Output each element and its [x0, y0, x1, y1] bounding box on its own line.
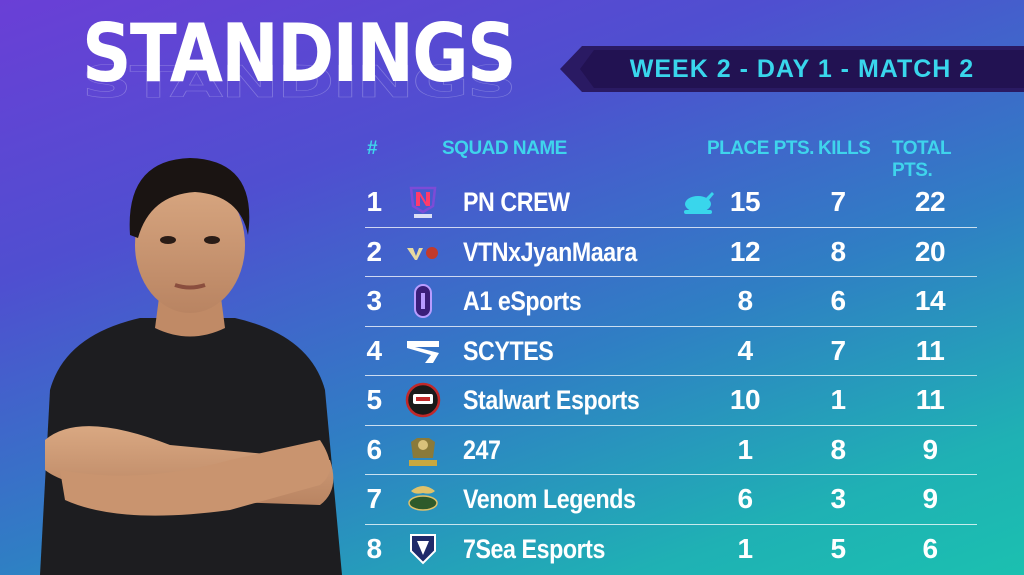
pn-crew-logo-icon — [409, 186, 437, 218]
table-row: 1 PN CREW 15 7 22 — [365, 178, 977, 228]
place-pts: 12 — [729, 235, 761, 267]
player-photo — [40, 158, 342, 575]
total-pts: 20 — [914, 235, 946, 267]
header-rank: # — [367, 138, 378, 159]
place-pts: 4 — [737, 334, 753, 366]
kills: 5 — [830, 532, 846, 564]
place-pts: 8 — [737, 285, 753, 316]
rank: 2 — [366, 235, 382, 267]
table-row: 4 SCYTES 4 7 11 — [365, 327, 977, 376]
rank: 4 — [366, 334, 382, 366]
7sea-logo-icon — [410, 533, 436, 564]
header-squad: SQUAD NAME — [442, 138, 567, 159]
rank: 6 — [366, 433, 382, 465]
header-kills: KILLS — [818, 138, 871, 159]
venom-logo-icon — [408, 486, 438, 511]
squad-name: VTNxJyanMaara — [463, 236, 637, 267]
place-pts: 1 — [737, 532, 753, 564]
table-row: 7 Venom Legends 6 3 9 — [365, 475, 977, 525]
header-place: PLACE PTS. — [707, 138, 814, 159]
247-logo-icon — [409, 437, 437, 466]
rank: 8 — [366, 532, 382, 564]
chicken-dinner-icon — [684, 192, 714, 214]
kills: 3 — [830, 483, 846, 514]
header-total: TOTAL PTS. — [892, 138, 951, 181]
total-pts: 22 — [914, 186, 946, 217]
stalwart-logo-icon — [405, 382, 441, 418]
place-pts: 1 — [737, 433, 753, 465]
rank: 7 — [366, 483, 382, 514]
table-row: 8 7Sea Esports 1 5 6 — [365, 525, 977, 574]
vtn-logo-icon — [407, 246, 438, 260]
rank: 3 — [366, 285, 382, 316]
total-pts: 11 — [915, 334, 945, 366]
kills: 6 — [830, 285, 846, 316]
squad-name: 247 — [463, 434, 501, 465]
scytes-logo-icon — [407, 340, 439, 363]
week-banner: WEEK 2 - DAY 1 - MATCH 2 — [580, 50, 1024, 88]
rank: 1 — [366, 186, 382, 217]
table-row: 3 A1 eSports 8 6 14 — [365, 277, 977, 327]
squad-name: 7Sea Esports — [463, 533, 605, 564]
standings-title: STANDINGS — [82, 7, 517, 100]
total-pts: 9 — [922, 433, 938, 465]
kills: 7 — [830, 334, 846, 366]
kills: 1 — [830, 384, 846, 415]
total-pts: 14 — [914, 285, 946, 316]
standings-title-reflection: STANDINGS — [82, 56, 517, 108]
squad-name: SCYTES — [463, 335, 554, 366]
a1-logo-icon — [414, 284, 432, 318]
total-pts: 9 — [922, 483, 938, 514]
place-pts: 15 — [729, 186, 761, 217]
place-pts: 10 — [729, 384, 761, 415]
total-pts: 6 — [922, 532, 938, 564]
kills: 7 — [830, 186, 846, 217]
table-header: # SQUAD NAME PLACE PTS. KILLS TOTAL PTS. — [365, 138, 977, 181]
table-row: 6 247 1 8 9 — [365, 426, 977, 475]
rank: 5 — [366, 384, 382, 415]
squad-name: A1 eSports — [463, 286, 582, 316]
place-pts: 6 — [737, 483, 753, 514]
squad-name: Venom Legends — [463, 484, 636, 514]
week-banner-text: WEEK 2 - DAY 1 - MATCH 2 — [629, 54, 975, 83]
total-pts: 11 — [915, 384, 945, 415]
squad-name: Stalwart Esports — [463, 385, 640, 415]
kills: 8 — [830, 235, 846, 267]
squad-name: PN CREW — [463, 187, 570, 217]
table-row: 2 VTNxJyanMaara 12 8 20 — [365, 228, 977, 277]
kills: 8 — [830, 433, 846, 465]
standings-table: 1 PN CREW 15 7 22 2 VTNxJyanMaara 12 8 2… — [365, 178, 977, 573]
table-row: 5 Stalwart Esports 10 1 11 — [365, 376, 977, 426]
